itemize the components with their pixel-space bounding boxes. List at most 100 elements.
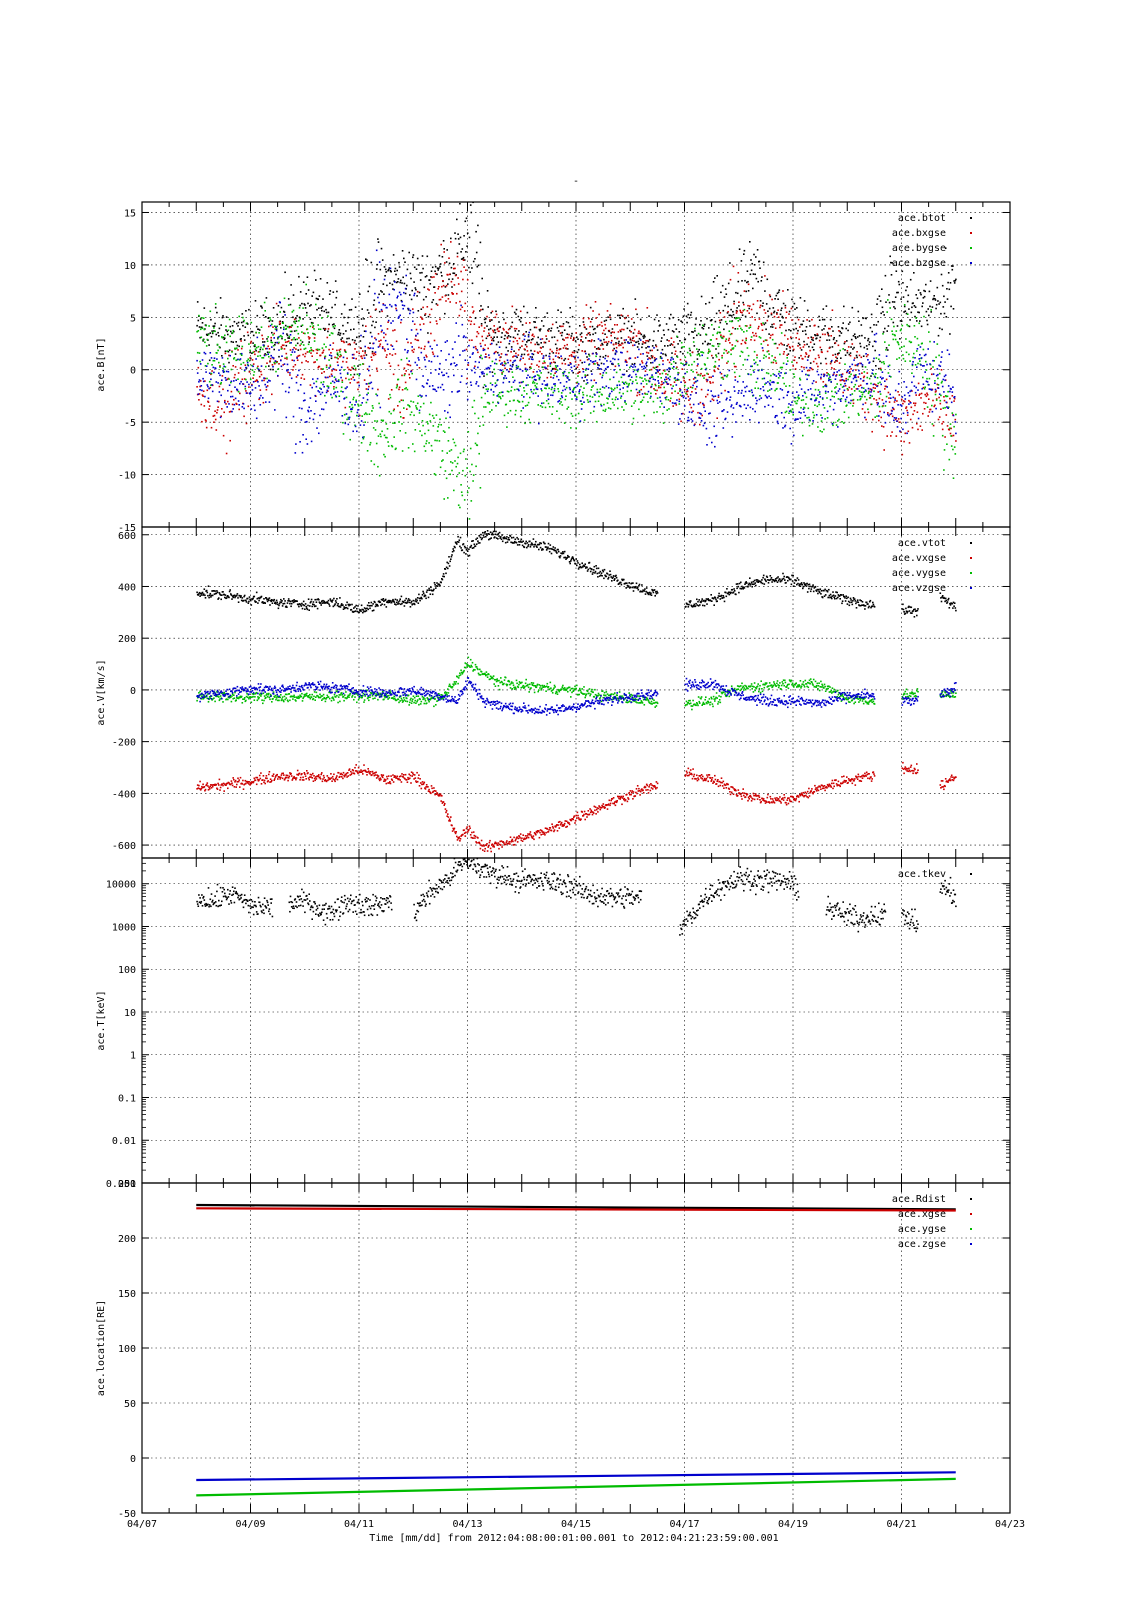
data-point <box>404 373 406 375</box>
data-point <box>667 359 669 361</box>
data-point <box>498 359 501 362</box>
data-point <box>913 410 916 412</box>
data-point <box>820 376 822 379</box>
data-point <box>770 374 772 377</box>
data-point <box>240 352 243 355</box>
data-point <box>281 355 283 357</box>
data-point <box>944 436 946 438</box>
data-point <box>909 418 912 421</box>
data-point <box>940 312 942 315</box>
data-point <box>450 461 452 463</box>
data-point <box>412 401 415 403</box>
data-point <box>309 318 312 320</box>
data-point <box>366 309 369 311</box>
data-point <box>654 383 656 386</box>
data-point <box>857 412 860 415</box>
data-point <box>670 384 672 386</box>
data-point <box>395 447 397 450</box>
data-point <box>599 388 602 390</box>
data-point <box>459 506 461 509</box>
data-point <box>606 344 608 346</box>
data-point <box>492 391 495 393</box>
data-point <box>607 316 609 318</box>
data-point <box>476 444 479 447</box>
data-point <box>585 369 587 371</box>
data-point <box>662 363 664 366</box>
data-point <box>623 373 626 376</box>
data-point <box>553 336 556 338</box>
data-point <box>560 334 563 337</box>
data-point <box>438 254 441 257</box>
data-point <box>644 378 646 380</box>
data-point <box>239 392 241 395</box>
data-point <box>645 347 647 349</box>
data-point <box>341 379 344 382</box>
data-point <box>824 418 826 420</box>
data-point <box>774 342 777 345</box>
data-point <box>656 314 658 316</box>
data-point <box>892 338 895 341</box>
data-point <box>811 346 814 349</box>
data-point <box>515 355 517 357</box>
data-point <box>659 355 662 358</box>
data-point <box>400 358 403 361</box>
data-point <box>829 376 831 378</box>
data-point <box>665 381 668 383</box>
data-point <box>456 475 458 478</box>
data-point <box>585 328 588 330</box>
data-point <box>909 360 911 362</box>
data-point <box>313 361 315 364</box>
data-point <box>779 320 781 322</box>
data-point <box>630 318 633 320</box>
data-point <box>952 477 955 479</box>
data-point <box>340 338 342 341</box>
data-point <box>726 374 729 376</box>
data-point <box>704 340 706 343</box>
data-point <box>507 361 509 364</box>
data-point <box>211 332 214 335</box>
data-point <box>621 328 623 331</box>
data-point <box>389 303 391 306</box>
data-point <box>594 363 596 365</box>
data-point <box>945 395 948 398</box>
data-point <box>675 404 678 406</box>
data-point <box>400 293 402 296</box>
data-point <box>560 401 562 403</box>
data-point <box>673 402 676 405</box>
data-point <box>277 374 279 377</box>
data-point <box>347 316 350 319</box>
data-point <box>417 395 420 397</box>
data-point <box>517 388 520 391</box>
data-point <box>689 349 691 352</box>
data-point <box>627 314 629 317</box>
data-point <box>637 340 640 343</box>
data-point <box>307 361 309 363</box>
data-point <box>294 452 297 454</box>
data-point <box>706 380 708 383</box>
data-point <box>768 353 770 355</box>
data-point <box>472 474 475 476</box>
data-point <box>201 394 204 396</box>
data-point <box>399 411 401 414</box>
data-point <box>566 343 568 346</box>
data-point <box>395 273 397 276</box>
data-point <box>879 410 881 413</box>
data-point <box>776 313 778 315</box>
data-point <box>471 339 473 341</box>
data-point <box>437 386 439 389</box>
data-point <box>642 341 644 343</box>
data-point <box>625 316 627 319</box>
data-point <box>553 383 555 385</box>
data-point <box>662 412 664 415</box>
data-point <box>616 386 618 389</box>
data-point <box>368 365 371 368</box>
data-point <box>788 412 790 414</box>
data-point <box>906 300 909 303</box>
data-point <box>323 343 325 346</box>
data-point <box>215 381 218 383</box>
y-tick-label: 0 <box>130 366 136 377</box>
data-point <box>326 282 329 284</box>
data-point <box>454 341 456 343</box>
data-point <box>350 369 352 371</box>
data-point <box>872 373 875 375</box>
